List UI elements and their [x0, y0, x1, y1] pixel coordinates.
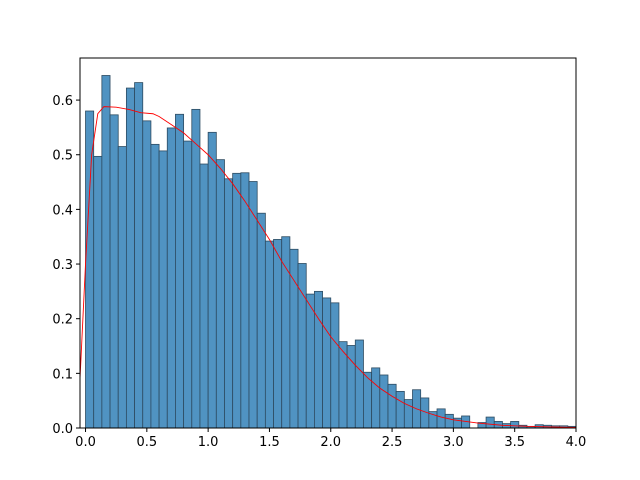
histogram-bar — [207, 131, 217, 429]
histogram-bar — [150, 143, 160, 429]
histogram-bar — [166, 127, 176, 429]
histogram-bar — [240, 172, 250, 429]
y-tick-label: 0.2 — [52, 313, 73, 328]
histogram-bar — [485, 416, 495, 429]
x-tick-label: 0.5 — [136, 435, 157, 450]
histogram-bar — [510, 421, 520, 429]
y-tick-label: 0.5 — [52, 149, 73, 164]
y-tick-label: 0.4 — [52, 203, 73, 218]
axes-frame — [79, 57, 577, 429]
histogram-bar — [134, 82, 144, 429]
histogram-bar — [281, 236, 291, 429]
histogram-bar — [117, 146, 127, 429]
histogram-bar — [224, 178, 234, 429]
x-tick-label: 0.0 — [75, 435, 96, 450]
histogram-bar — [199, 163, 209, 429]
histogram-bar — [85, 110, 95, 429]
histogram-bar — [215, 159, 225, 429]
histogram-bar — [305, 293, 315, 429]
x-tick-label: 3.5 — [504, 435, 525, 450]
x-tick-label: 4.0 — [566, 435, 587, 450]
histogram-bar — [109, 114, 119, 429]
x-tick-label: 2.0 — [320, 435, 341, 450]
histogram-bar — [444, 413, 454, 429]
kde-line — [79, 106, 577, 428]
plot-area — [79, 75, 577, 429]
histogram-bar — [273, 239, 283, 429]
histogram-bar — [256, 212, 266, 429]
histogram-bar — [175, 113, 185, 429]
histogram-bar — [264, 240, 274, 429]
histogram-bar — [436, 408, 446, 429]
y-tick-label: 0.1 — [52, 367, 73, 382]
x-tick-label: 2.5 — [382, 435, 403, 450]
histogram-bar — [314, 290, 323, 429]
histogram-bar — [330, 302, 340, 429]
histogram-bar — [371, 367, 381, 429]
histogram-bar — [322, 297, 332, 429]
histogram-bar — [387, 383, 397, 429]
histogram-bar — [191, 108, 201, 429]
histogram-bar — [232, 172, 242, 429]
histogram-bar — [379, 374, 389, 429]
y-tick-label: 0.0 — [52, 422, 73, 437]
histogram-bar — [142, 120, 152, 429]
histogram-bar — [125, 87, 135, 429]
histogram-bar — [93, 155, 103, 429]
histogram-bar — [158, 150, 168, 429]
histogram-bar — [395, 390, 405, 429]
x-tick-label: 1.5 — [259, 435, 280, 450]
x-tick-label: 1.0 — [198, 435, 219, 450]
y-tick-label: 0.6 — [52, 94, 73, 109]
x-tick-label: 3.0 — [443, 435, 464, 450]
histogram-bar — [101, 75, 111, 429]
histogram-bar — [183, 140, 193, 429]
histogram-bar — [354, 339, 364, 429]
y-tick-label: 0.3 — [52, 258, 73, 273]
